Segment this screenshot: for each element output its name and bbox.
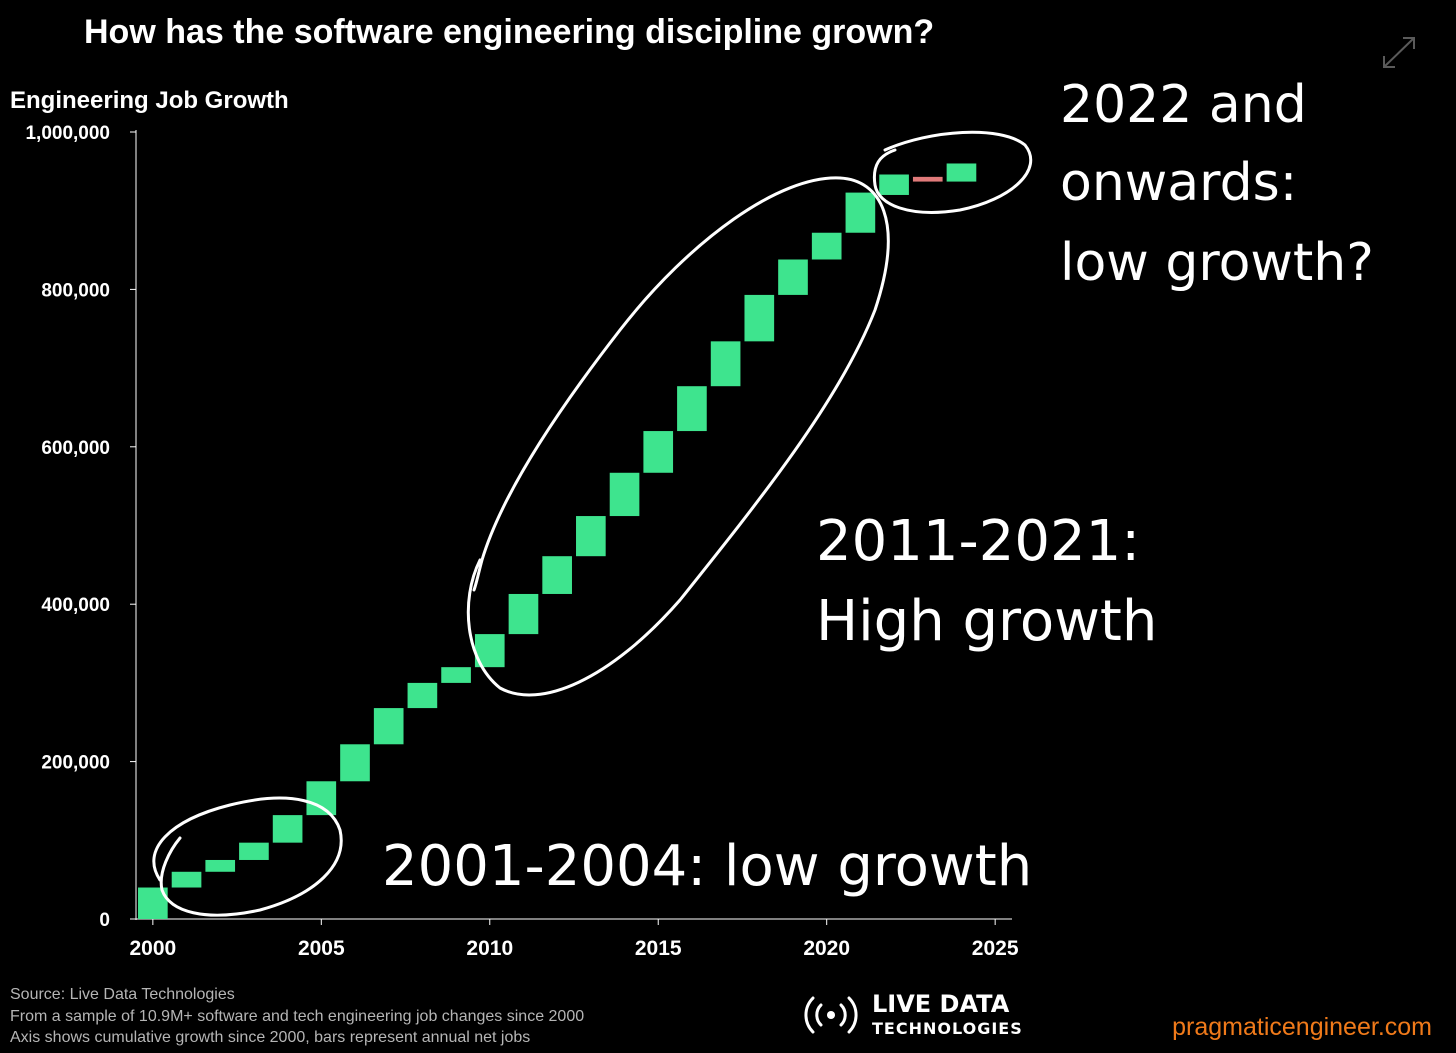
bar-2003 [239, 842, 269, 860]
bar-2015 [643, 431, 674, 473]
x-ticks: 2000 2005 2010 2015 2020 2025 [129, 919, 1019, 960]
annotation-high-growth: High growth [816, 589, 1157, 654]
y-tick-label: 200,000 [41, 753, 110, 774]
annotation-2001-2004: 2001-2004: low growth [382, 834, 1032, 899]
bar-2017 [710, 341, 741, 387]
bar-2024 [946, 163, 977, 182]
bar-2006 [340, 744, 370, 782]
x-tick-label: 2005 [298, 937, 345, 960]
y-axis-label: Engineering Job Growth [10, 87, 289, 114]
chart-title: How has the software engineering discipl… [84, 13, 934, 51]
y-tick-label: 0 [99, 910, 110, 931]
logo-technologies: TECHNOLOGIES [872, 1019, 1023, 1038]
bar-2012 [542, 556, 572, 594]
bar-2018 [744, 294, 775, 342]
broadcast-icon [804, 996, 858, 1034]
bar-2001 [171, 871, 202, 888]
bar-2014 [609, 472, 640, 517]
y-tick-label: 600,000 [41, 438, 110, 459]
x-tick-label: 2020 [803, 937, 850, 960]
x-tick-label: 2010 [466, 937, 513, 960]
annotation-circles [152, 130, 1033, 917]
bar-2013 [576, 516, 606, 557]
footnote-sample: From a sample of 10.9M+ software and tec… [10, 1008, 584, 1025]
y-ticks: 0 200,000 400,000 600,000 800,000 1,000,000 [25, 123, 136, 931]
bar-2009 [441, 667, 471, 683]
bar-2005 [306, 781, 337, 816]
expand-arrows-icon[interactable] [1383, 37, 1415, 68]
y-tick-label: 1,000,000 [25, 123, 110, 144]
bar-2022 [879, 174, 909, 195]
bar-2016 [677, 386, 707, 432]
circle-2011-2021 [466, 176, 890, 697]
circle-2022-onward [872, 130, 1033, 214]
circle-2001-2004 [152, 796, 343, 917]
x-tick-label: 2000 [129, 937, 176, 960]
y-tick-label: 400,000 [41, 595, 110, 616]
annotation-onwards: onwards: [1060, 153, 1297, 213]
bar-2007 [373, 708, 404, 745]
bar-2004 [272, 815, 303, 843]
annotation-low-growth: low growth? [1060, 233, 1374, 293]
bar-2011 [508, 593, 539, 635]
x-tick-label: 2025 [972, 937, 1019, 960]
x-tick-label: 2015 [635, 937, 682, 960]
annotation-2011-2021: 2011-2021: [816, 509, 1140, 574]
footnote-axis: Axis shows cumulative growth since 2000,… [10, 1029, 530, 1046]
bar-2019 [778, 259, 808, 295]
bar-2008 [407, 682, 438, 709]
bars [138, 163, 977, 919]
logo-live-data: LIVE DATA [872, 990, 1010, 1018]
annotation-2022-and: 2022 and [1060, 75, 1307, 135]
footnotes: Source: Live Data Technologies From a sa… [10, 986, 584, 1046]
bar-2023 [912, 176, 943, 182]
bar-2020 [811, 232, 842, 260]
bar-2021 [845, 192, 876, 233]
live-data-logo: LIVE DATA TECHNOLOGIES [804, 990, 1023, 1038]
y-tick-label: 800,000 [41, 280, 110, 301]
site-url[interactable]: pragmaticengineer.com [1172, 1013, 1432, 1041]
bar-2002 [205, 859, 236, 872]
footnote-source: Source: Live Data Technologies [10, 986, 235, 1003]
